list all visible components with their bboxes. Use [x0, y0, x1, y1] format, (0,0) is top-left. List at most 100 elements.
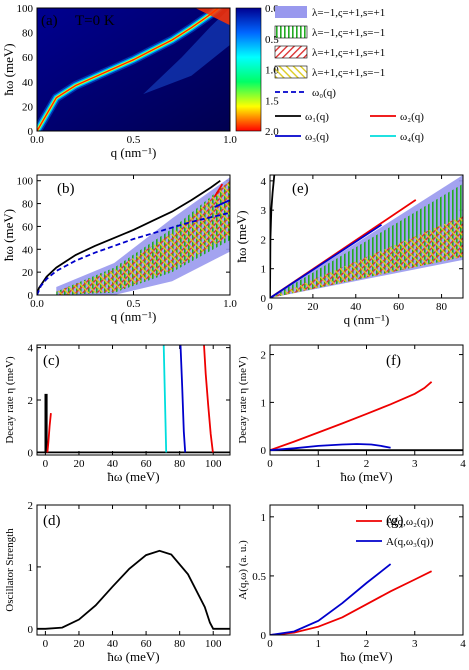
series-line — [270, 563, 392, 635]
series-line — [37, 179, 221, 295]
x-tick-label: 0.5 — [127, 134, 141, 146]
continuum-region — [270, 216, 463, 298]
y-tick-label: 0 — [261, 630, 267, 642]
x-tick-label: 4 — [460, 638, 466, 650]
x-tick-label: 1 — [316, 458, 322, 470]
panel-a: 0.0 0.5 1.0 0 20 40 60 80 100 q (nm⁻¹) ħω (meV) (a)… — [1, 3, 279, 160]
x-tick-label: 100 — [205, 638, 222, 650]
x-tick-label: 3 — [412, 458, 418, 470]
x-tick-label: 4 — [460, 458, 466, 470]
x-tick-label: 3 — [412, 638, 418, 650]
y-tick-label: 2 — [28, 395, 34, 407]
y-tick-label: 3 — [261, 205, 267, 217]
continuum-region — [56, 177, 230, 295]
x-tick-label: 1.0 — [223, 134, 237, 146]
y-axis-label: ħω (meV) — [1, 43, 16, 95]
y-axis-label: ħω (meV) — [234, 210, 249, 262]
y-axis-label: Oscillator Strength — [4, 528, 16, 612]
y-tick-label: 1 — [261, 264, 267, 276]
y-tick-label: 40 — [22, 77, 34, 89]
x-tick-label: 2 — [364, 638, 370, 650]
y-tick-label: 2 — [261, 350, 267, 362]
x-tick-label: 0 — [43, 638, 49, 650]
y-tick-label: 0 — [261, 293, 267, 305]
y-tick-label: 0 — [28, 624, 34, 636]
plot-area — [270, 563, 432, 635]
legend-label: A(q,ω₂(q)) — [386, 516, 434, 528]
x-tick-label: 80 — [174, 638, 186, 650]
y-tick-label: 0.5 — [252, 571, 266, 583]
x-tick-label: 1.0 — [223, 298, 237, 310]
x-tick-label: 1 — [316, 638, 322, 650]
legend-label: λ=−1,ς=+1,s=+1 — [312, 7, 385, 19]
y-tick-label: 100 — [17, 176, 34, 188]
heatmap-background — [37, 8, 230, 131]
panel-b: 0.0 0.5 1.0 0 20 40 60 80 100 q (nm⁻¹) ħω (meV) (b) — [1, 174, 237, 324]
heatmap-field — [37, 8, 230, 131]
legend-label: λ=+1,ς=+1,s=+1 — [312, 47, 385, 59]
panel-label: (a) — [41, 13, 58, 29]
legend-swatch — [274, 45, 308, 59]
legend-swatch — [274, 25, 308, 39]
series-line — [270, 443, 391, 452]
x-tick-label: 0.0 — [30, 134, 44, 146]
series-line — [37, 549, 230, 630]
panel-label: (e) — [292, 181, 309, 197]
y-tick-label: 60 — [22, 52, 34, 64]
series-line — [270, 570, 432, 635]
heatmap-hot-corner — [195, 8, 230, 26]
legend-swatch — [275, 6, 307, 18]
panel-label: (f) — [386, 353, 401, 369]
x-axis-label: ħω (meV) — [340, 649, 392, 664]
heatmap-branch — [37, 8, 220, 131]
legend-label: ω₀(q) — [312, 87, 336, 99]
series-line — [270, 224, 382, 298]
series-line — [162, 345, 168, 453]
y-axis-label: A(q,ω) (a. u.) — [237, 540, 249, 600]
y-tick-label: 2 — [261, 234, 267, 246]
y-tick-label: 80 — [22, 28, 34, 40]
series-line — [214, 199, 230, 208]
panel-label: (d) — [43, 513, 61, 529]
legend-label: ω₄(q) — [400, 131, 424, 143]
plot-area — [37, 549, 230, 630]
x-tick-label: 0 — [267, 638, 273, 650]
y-tick-label: 0 — [28, 126, 34, 138]
x-tick-label: 40 — [350, 301, 362, 313]
y-tick-label: 0 — [28, 447, 34, 459]
panel-annotation: T=0 K — [75, 13, 115, 29]
y-axis-label: Decay rate η (meV) — [4, 356, 16, 444]
plot-frame — [36, 174, 231, 296]
x-tick-label: 2 — [364, 458, 370, 470]
colorbar-tick-label: 1.5 — [265, 95, 279, 107]
plot-area — [37, 177, 230, 295]
y-tick-label: 40 — [22, 244, 34, 256]
plot-frame — [36, 7, 231, 132]
x-tick-label: 20 — [73, 458, 85, 470]
plot-frame — [269, 344, 464, 456]
series-line — [179, 345, 187, 453]
x-axis-label: ħω (meV) — [340, 469, 392, 484]
colorbar-tick-label: 2.0 — [265, 126, 279, 138]
series-line — [46, 413, 52, 453]
plot-frame — [269, 504, 464, 636]
continuum-region — [270, 183, 463, 298]
panel-label: (c) — [43, 353, 60, 369]
x-tick-label: 80 — [174, 458, 186, 470]
colorbar — [235, 7, 262, 132]
x-tick-label: 0 — [267, 301, 273, 313]
x-tick-label: 100 — [205, 458, 222, 470]
continuum-region — [56, 180, 230, 295]
legend-label: λ=+1,ς=+1,s=−1 — [312, 67, 385, 79]
x-tick-label: 60 — [393, 301, 405, 313]
y-tick-label: 1 — [261, 397, 267, 409]
x-tick-label: 40 — [107, 638, 119, 650]
plot-area — [270, 381, 463, 452]
legend-label: ω₁(q) — [305, 111, 329, 123]
y-tick-label: 4 — [28, 343, 34, 355]
x-axis-label: ħω (meV) — [107, 649, 159, 664]
x-axis-label: q (nm⁻¹) — [111, 145, 157, 160]
legend-label: λ=−1,ς=+1,s=−1 — [312, 27, 385, 39]
